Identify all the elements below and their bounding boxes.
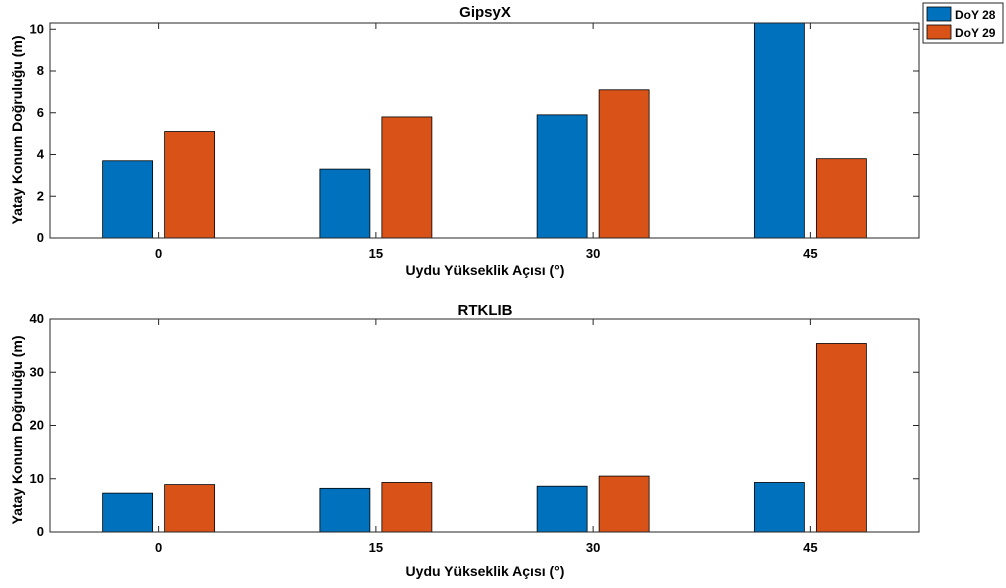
bar-doy29-45 [815,158,867,239]
y-tick-label: 0 [37,230,44,245]
bar-doy29-0 [164,131,216,239]
bar-doy28-15 [319,487,371,533]
x-tick-label: 45 [803,540,817,555]
bar-doy29-30 [598,89,650,239]
chart-title: GipsyX [459,4,511,21]
x-tick-label: 0 [155,540,162,555]
legend: DoY 28 DoY 29 [922,2,1004,44]
x-tick-label: 45 [803,246,817,261]
bar-doy28-45 [753,482,805,533]
x-tick-label: 15 [369,246,383,261]
y-tick-label: 10 [30,21,44,36]
y-tick-label: 6 [37,105,44,120]
y-axis-label: Yatay Konum Doğruluğu (m) [9,36,25,225]
plot-border [49,318,920,533]
bar-doy29-15 [381,482,433,533]
x-tick-label: 30 [586,540,600,555]
y-tick-label: 8 [37,63,44,78]
x-axis-label: Uydu Yükseklik Açısı (°) [406,262,565,278]
plot-border [49,22,920,239]
legend-label-doy29: DoY 29 [955,26,996,40]
bar-doy28-30 [536,485,588,533]
y-tick-label: 10 [30,471,44,486]
bar-doy29-30 [598,475,650,533]
bar-doy29-0 [164,484,216,533]
bar-doy28-0 [102,160,154,239]
chart-rtklib: RTKLIB 0 10 20 30 40 0 15 30 45 Uydu Yükseklik A… [9,302,920,579]
y-tick-label: 20 [30,418,44,433]
legend-label-doy28: DoY 28 [955,8,996,22]
bar-doy28-0 [102,492,154,533]
bar-doy29-45 [815,343,867,533]
x-tick-label: 15 [369,540,383,555]
chart-title: RTKLIB [458,302,513,319]
legend-swatch-doy29 [926,24,952,40]
bar-doy28-30 [536,114,588,239]
y-axis-label: Yatay Konum Doğruluğu (m) [9,336,25,525]
legend-swatch-doy28 [926,6,952,22]
y-tick-label: 4 [37,147,45,162]
bar-doy28-45 [753,22,805,239]
y-tick-label: 2 [37,188,44,203]
y-tick-label: 30 [30,364,44,379]
x-tick-label: 30 [586,246,600,261]
x-tick-label: 0 [155,246,162,261]
chart-gipsyx: GipsyX 0 2 4 6 8 10 0 15 30 45 Uydu Yükseklik Açı… [9,4,920,278]
bar-doy29-15 [381,116,433,239]
x-axis-label: Uydu Yükseklik Açısı (°) [406,563,565,579]
y-tick-label: 40 [30,311,44,326]
bar-doy28-15 [319,168,371,239]
y-tick-label: 0 [37,524,44,539]
